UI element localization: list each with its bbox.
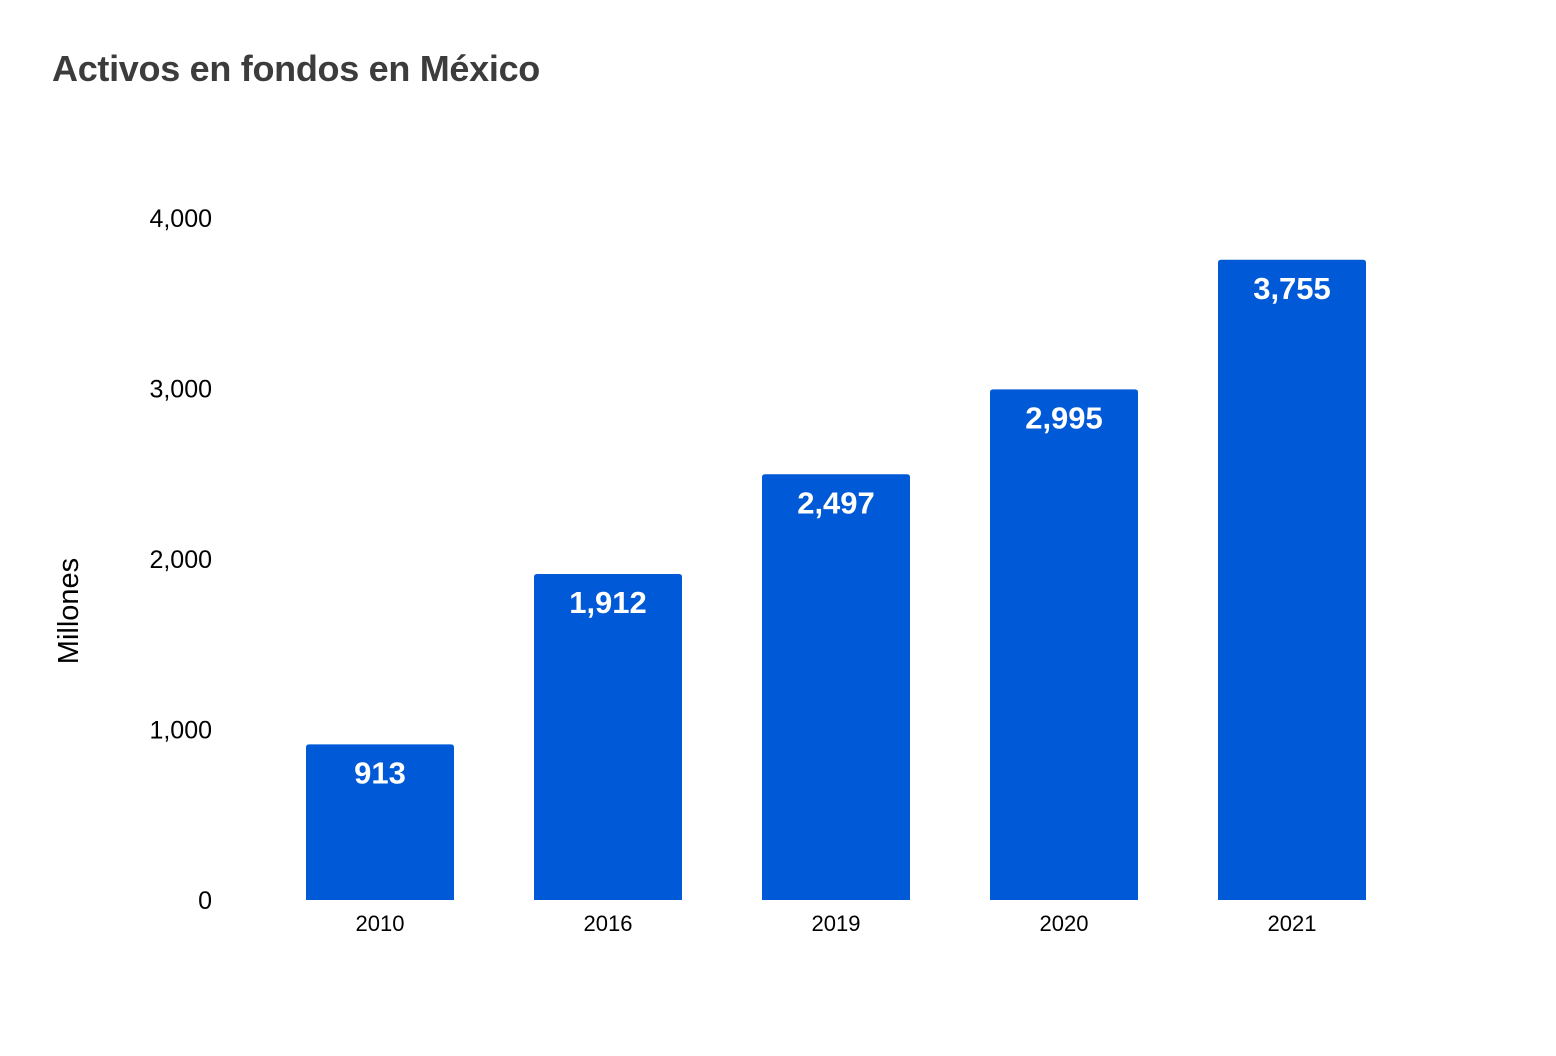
- bar-2010: [306, 744, 454, 900]
- data-label-2016: 1,912: [569, 585, 647, 620]
- x-tick-label: 2016: [584, 911, 633, 936]
- x-axis-ticks: 2010 2016 2019 2020 2021: [356, 911, 1317, 936]
- data-labels: 913 1,912 2,497 2,995 3,755: [354, 271, 1331, 791]
- bar-2020: [990, 389, 1138, 900]
- y-tick-label: 3,000: [149, 376, 212, 404]
- x-tick-label: 2010: [356, 911, 405, 936]
- y-tick-label: 1,000: [149, 717, 212, 745]
- y-tick-label: 0: [198, 887, 212, 915]
- y-tick-label: 4,000: [149, 205, 212, 233]
- chart-title: Activos en fondos en México: [52, 48, 540, 89]
- data-label-2020: 2,995: [1025, 400, 1103, 435]
- y-tick-label: 2,000: [149, 546, 212, 574]
- bars: [306, 259, 1366, 901]
- bar-2021: [1218, 259, 1366, 901]
- y-axis-ticks: 0 1,000 2,000 3,000 4,000: [149, 205, 212, 915]
- x-tick-label: 2021: [1268, 911, 1317, 936]
- x-tick-label: 2019: [812, 911, 861, 936]
- y-axis-title: Millones: [53, 558, 85, 664]
- x-tick-label: 2020: [1040, 911, 1089, 936]
- bar-2019: [762, 474, 910, 900]
- data-label-2010: 913: [354, 755, 406, 790]
- data-label-2021: 3,755: [1253, 271, 1331, 306]
- data-label-2019: 2,497: [797, 485, 875, 520]
- bar-2016: [534, 574, 682, 900]
